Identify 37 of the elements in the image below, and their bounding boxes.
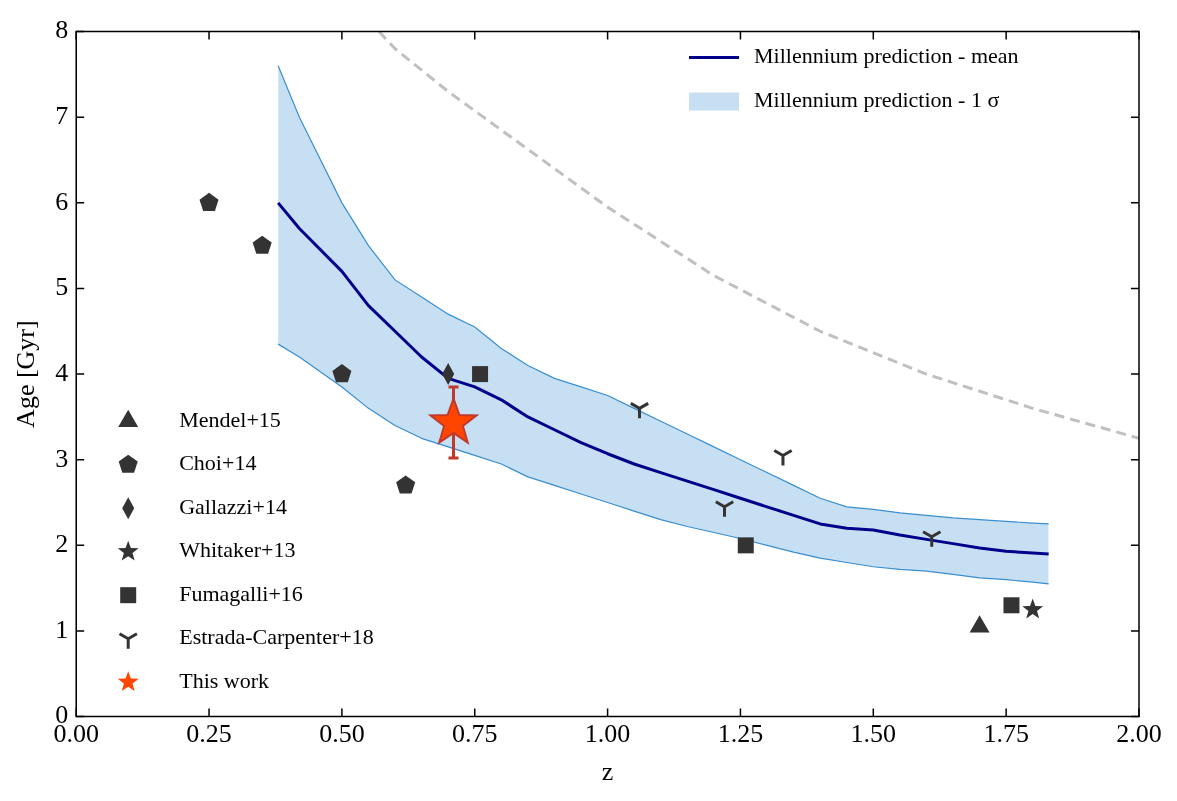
y-tick-label: 2 (55, 529, 69, 559)
y-tick-label: 5 (55, 272, 69, 302)
y-tick-label: 8 (55, 15, 69, 45)
x-tick-label: 2.00 (1116, 719, 1162, 749)
line-series (377, 31, 1139, 440)
x-tick-label: 1.50 (850, 719, 897, 749)
y-tick-label: 3 (55, 443, 69, 473)
point (252, 235, 272, 254)
x-tick-label: 1.00 (584, 719, 631, 749)
legend-label: Millennium prediction - 1 σ (754, 87, 1000, 113)
point (472, 366, 489, 383)
legend-label: Estrada-Carpenter+18 (179, 624, 374, 650)
legend-label: This work (179, 667, 270, 693)
legend-label: Gallazzi+14 (179, 493, 287, 519)
x-axis-title: z (601, 757, 614, 787)
x-tick-label: 1.75 (983, 719, 1029, 749)
y-tick-label: 6 (55, 186, 69, 216)
legend-label: Millennium prediction - mean (754, 43, 1019, 69)
legend-label: Whitaker+13 (179, 537, 296, 563)
point (429, 397, 478, 444)
point (1003, 597, 1020, 614)
point (396, 475, 416, 494)
point (199, 192, 219, 211)
x-tick-label: 0.75 (452, 719, 498, 749)
x-tick-label: 0.25 (186, 719, 232, 749)
point (1022, 598, 1044, 619)
x-tick-label: 0.50 (319, 719, 365, 749)
x-tick-label: 1.25 (717, 719, 764, 749)
legend-label: Mendel+15 (179, 406, 281, 432)
y-axis-title: Age [Gyr] (11, 320, 41, 428)
y-tick-label: 1 (55, 614, 69, 644)
point (737, 537, 754, 554)
legend-label: Choi+14 (179, 450, 257, 476)
y-tick-label: 4 (55, 357, 69, 387)
y-tick-label: 7 (55, 101, 69, 131)
point (332, 364, 352, 383)
legend-label: Fumagalli+16 (179, 580, 303, 606)
